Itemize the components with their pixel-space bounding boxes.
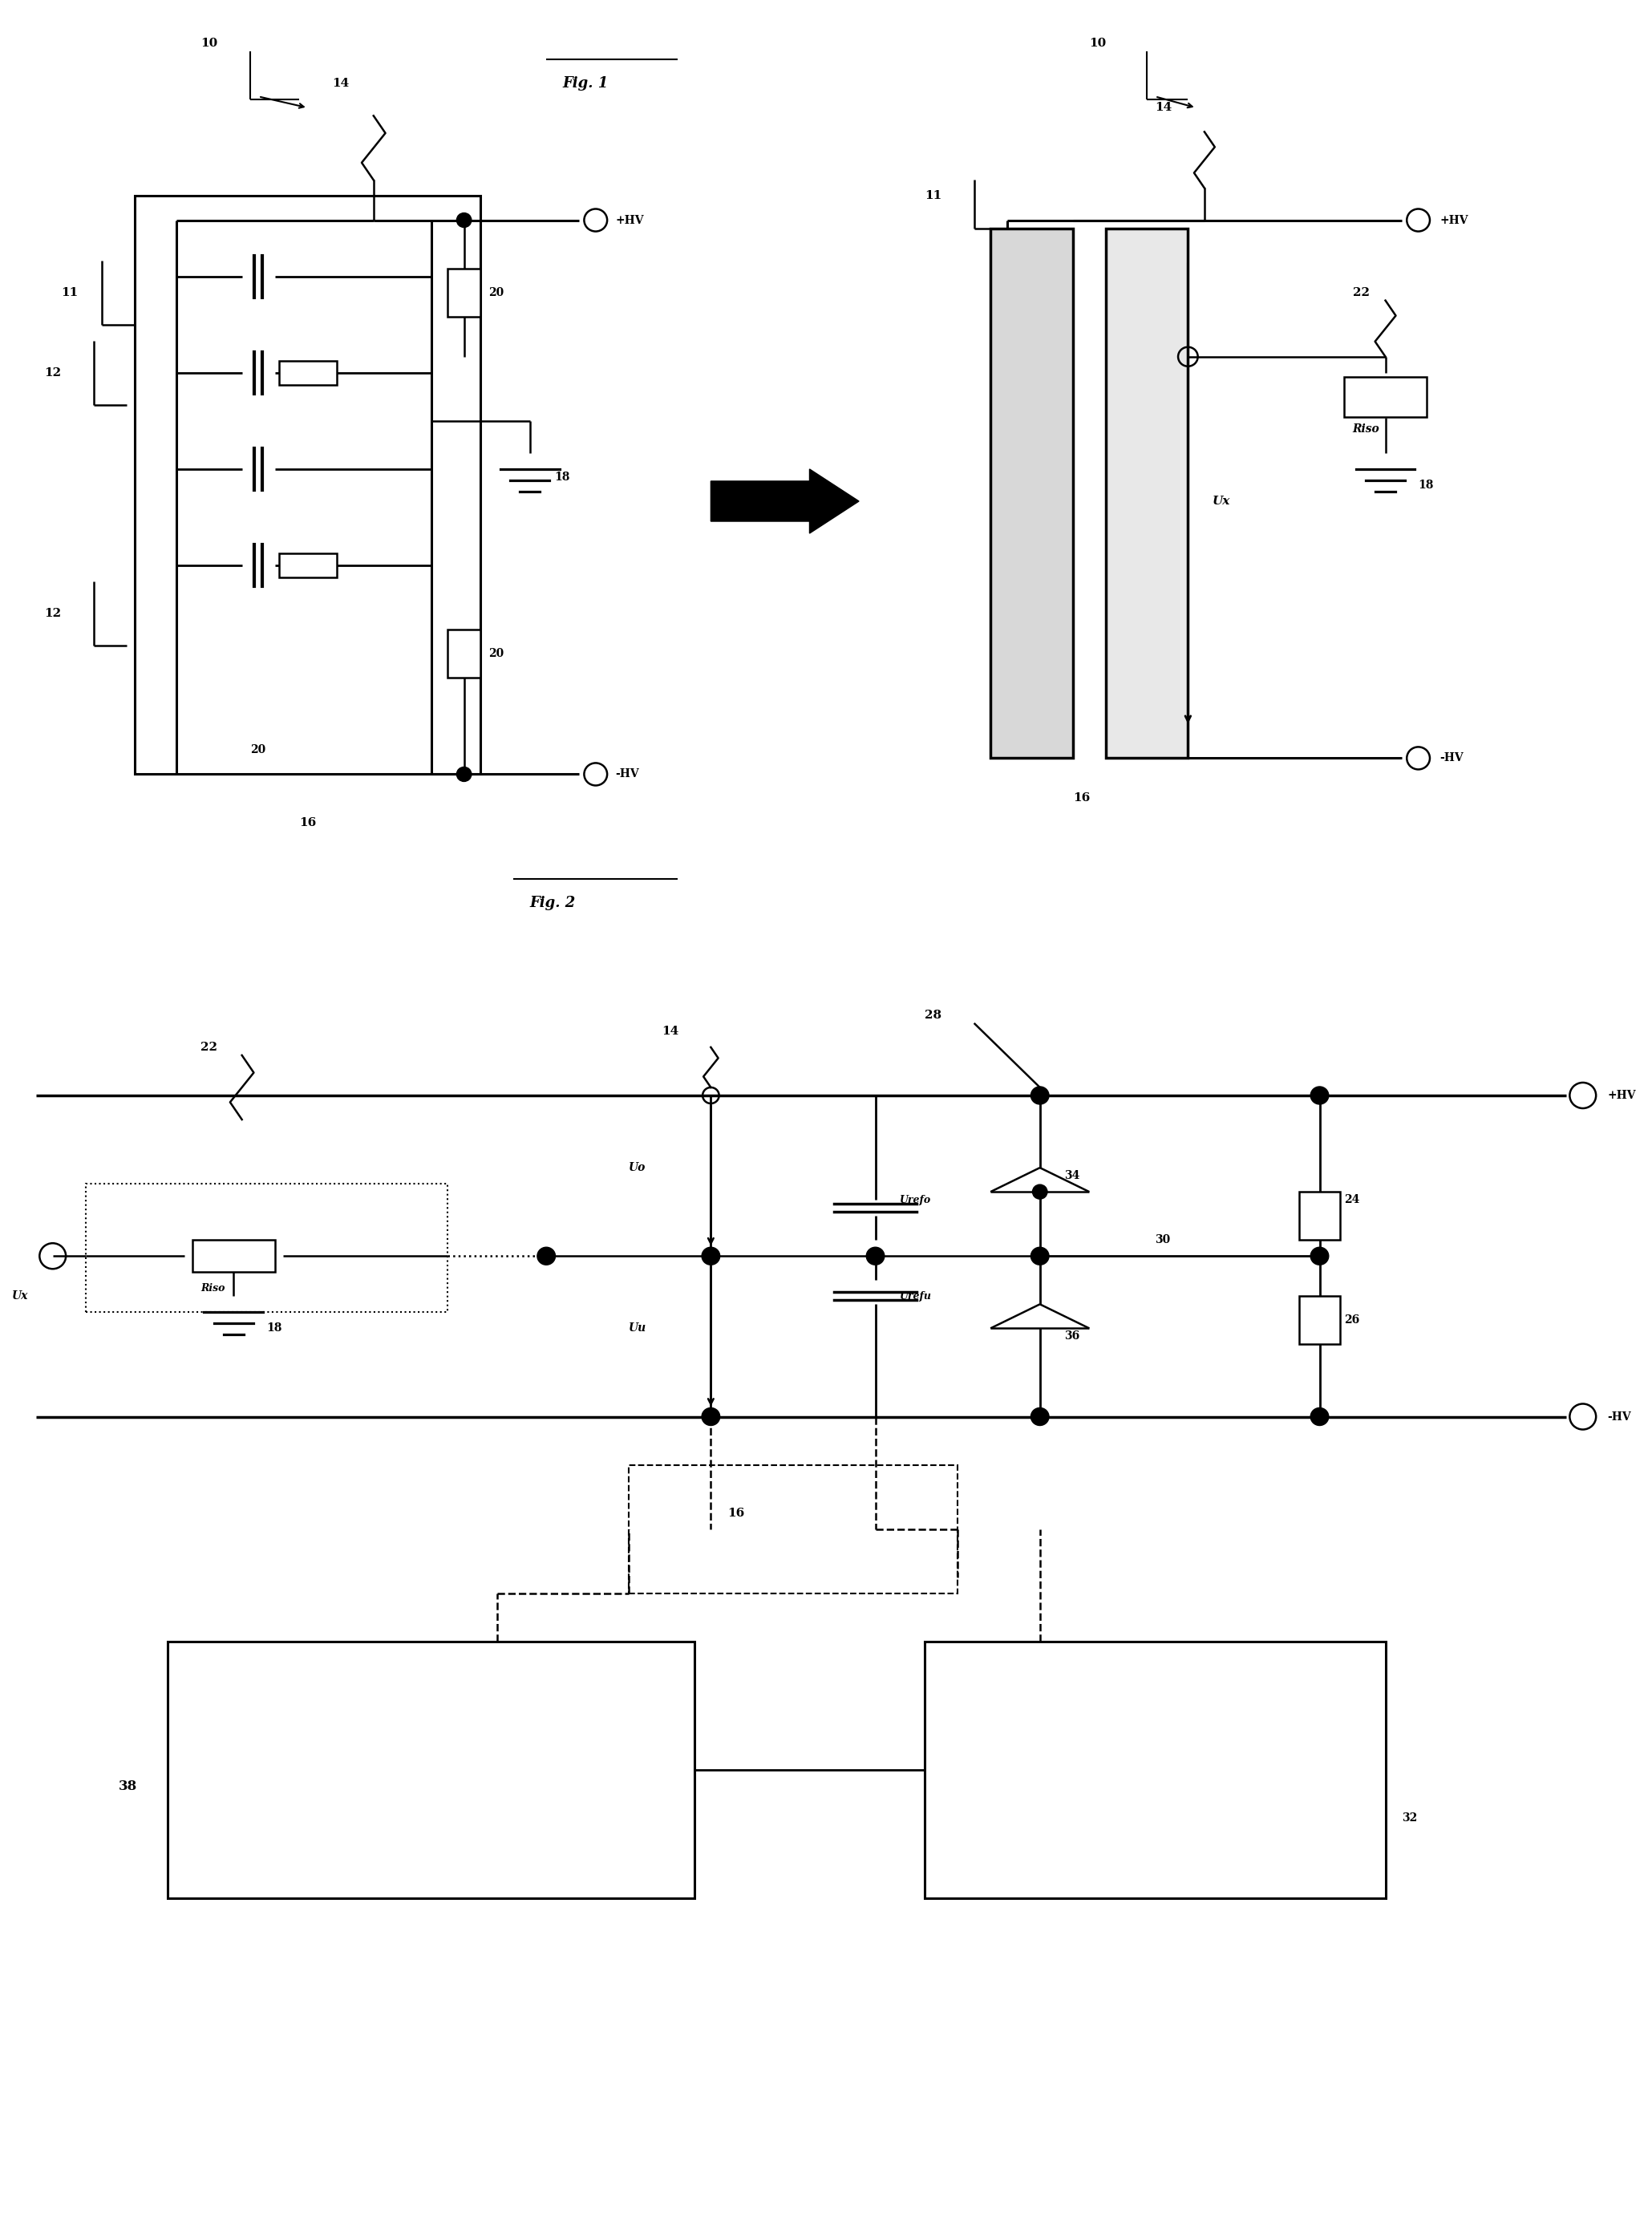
Circle shape bbox=[1031, 1087, 1049, 1105]
Bar bbox=[1298, 1296, 1340, 1345]
Text: 20: 20 bbox=[249, 745, 266, 756]
Text: Ux: Ux bbox=[12, 1292, 28, 1303]
Circle shape bbox=[1310, 1407, 1328, 1425]
Text: 18: 18 bbox=[1419, 480, 1434, 491]
Text: 14: 14 bbox=[1155, 102, 1173, 113]
Text: Urefo: Urefo bbox=[900, 1194, 932, 1205]
Circle shape bbox=[1031, 1247, 1049, 1265]
Text: 20: 20 bbox=[489, 287, 504, 298]
Text: +HV: +HV bbox=[1439, 216, 1469, 227]
Text: 20: 20 bbox=[489, 649, 504, 660]
Text: -HV: -HV bbox=[1607, 1412, 1631, 1423]
Text: 36: 36 bbox=[1064, 1332, 1080, 1343]
Text: Fig. 2: Fig. 2 bbox=[530, 896, 577, 909]
Bar bbox=[135, 196, 481, 774]
Bar bbox=[448, 629, 481, 678]
Bar bbox=[1105, 229, 1188, 758]
Circle shape bbox=[866, 1247, 884, 1265]
Text: 22: 22 bbox=[1353, 287, 1370, 298]
Text: Fig. 1: Fig. 1 bbox=[563, 76, 608, 91]
Text: Uo: Uo bbox=[628, 1163, 646, 1174]
Text: 10: 10 bbox=[202, 38, 218, 49]
Text: -HV: -HV bbox=[1439, 754, 1464, 765]
Text: 16: 16 bbox=[299, 816, 317, 827]
Bar bbox=[193, 1240, 274, 1272]
Text: +HV: +HV bbox=[1607, 1089, 1635, 1100]
Text: 30: 30 bbox=[1155, 1234, 1171, 1245]
Bar bbox=[925, 1641, 1386, 1898]
Text: 12: 12 bbox=[45, 367, 61, 378]
Circle shape bbox=[702, 1407, 720, 1425]
Text: 16: 16 bbox=[727, 1507, 745, 1518]
Text: Uu: Uu bbox=[628, 1323, 646, 1334]
Text: 26: 26 bbox=[1345, 1314, 1360, 1325]
Circle shape bbox=[1032, 1185, 1047, 1198]
Bar bbox=[991, 229, 1072, 758]
Bar bbox=[628, 1465, 958, 1594]
Text: 12: 12 bbox=[45, 609, 61, 620]
Text: 28: 28 bbox=[925, 1009, 942, 1020]
Text: -HV: -HV bbox=[616, 769, 639, 780]
Circle shape bbox=[537, 1247, 555, 1265]
Bar bbox=[279, 360, 337, 385]
Text: 14: 14 bbox=[332, 78, 350, 89]
Bar bbox=[1298, 1192, 1340, 1240]
Circle shape bbox=[456, 767, 471, 782]
FancyArrow shape bbox=[710, 469, 859, 534]
Text: 14: 14 bbox=[661, 1025, 679, 1036]
Text: Urefu: Urefu bbox=[900, 1292, 932, 1300]
Text: +HV: +HV bbox=[616, 216, 644, 227]
Text: 24: 24 bbox=[1345, 1194, 1360, 1205]
Bar bbox=[279, 554, 337, 578]
Bar bbox=[1345, 376, 1427, 418]
Text: 11: 11 bbox=[925, 191, 942, 202]
Text: 22: 22 bbox=[202, 1043, 218, 1054]
Bar bbox=[86, 1185, 448, 1312]
Circle shape bbox=[1031, 1407, 1049, 1425]
Circle shape bbox=[702, 1247, 720, 1265]
Text: Ux: Ux bbox=[1213, 496, 1231, 507]
Bar bbox=[169, 1641, 694, 1898]
Text: 18: 18 bbox=[266, 1323, 282, 1334]
Text: 18: 18 bbox=[555, 471, 570, 482]
Text: 16: 16 bbox=[1072, 794, 1090, 805]
Text: Riso: Riso bbox=[1353, 422, 1379, 433]
Text: 38: 38 bbox=[119, 1778, 137, 1792]
Circle shape bbox=[456, 213, 471, 227]
Circle shape bbox=[1310, 1087, 1328, 1105]
Text: 10: 10 bbox=[1089, 38, 1107, 49]
Circle shape bbox=[1310, 1247, 1328, 1265]
Bar bbox=[448, 269, 481, 316]
Text: 34: 34 bbox=[1064, 1169, 1080, 1180]
Text: Riso: Riso bbox=[202, 1283, 225, 1294]
Text: 11: 11 bbox=[61, 287, 78, 298]
Text: 32: 32 bbox=[1403, 1812, 1417, 1823]
